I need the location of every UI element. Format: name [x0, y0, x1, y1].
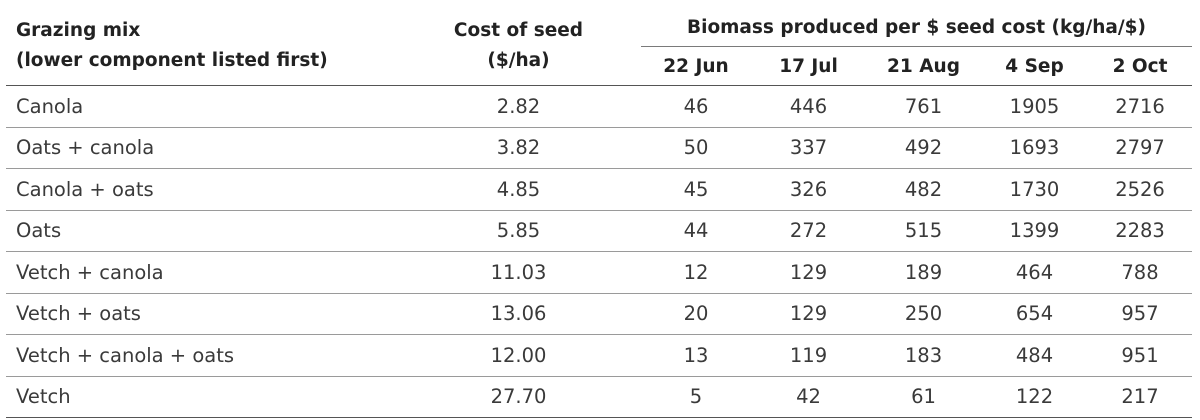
value-cell: 129 [751, 251, 866, 294]
cost-cell: 12.00 [396, 334, 641, 377]
value-cell: 20 [641, 293, 751, 335]
value-cell: 654 [981, 293, 1088, 335]
cost-cell: 4.85 [396, 168, 641, 211]
value-cell: 2283 [1088, 210, 1193, 252]
mix-cell: Vetch + oats [6, 293, 396, 335]
value-cell: 2716 [1088, 85, 1193, 128]
cost-header-line1: Cost of seed [453, 20, 584, 41]
value-cell: 46 [641, 85, 751, 128]
value-cell: 2797 [1088, 127, 1193, 169]
mix-cell: Vetch [6, 376, 396, 418]
header-row-dates: 22 Jun 17 Jul 21 Aug 4 Sep 2 Oct [6, 46, 1193, 86]
value-cell: 492 [866, 127, 981, 169]
value-cell: 337 [751, 127, 866, 169]
grazing-mix-header-line2: (lower component listed first) [16, 50, 328, 71]
value-cell: 129 [751, 293, 866, 335]
value-cell: 482 [866, 168, 981, 211]
value-cell: 183 [866, 334, 981, 377]
cost-cell: 27.70 [396, 376, 641, 418]
table-row: Vetch 27.70 5 42 61 122 217 [6, 376, 1193, 418]
date-header: 22 Jun [641, 46, 751, 86]
value-cell: 5 [641, 376, 751, 418]
table-header: Grazing mix (lower component listed firs… [6, 6, 1193, 86]
value-cell: 761 [866, 85, 981, 128]
cost-cell: 3.82 [396, 127, 641, 169]
header-row-top: Grazing mix (lower component listed firs… [6, 6, 1193, 86]
value-cell: 446 [751, 85, 866, 128]
value-cell: 45 [641, 168, 751, 211]
date-header: 2 Oct [1088, 46, 1193, 86]
value-cell: 326 [751, 168, 866, 211]
mix-cell: Vetch + canola [6, 251, 396, 294]
value-cell: 50 [641, 127, 751, 169]
biomass-group-header: Biomass produced per $ seed cost (kg/ha/… [641, 6, 1193, 47]
value-cell: 42 [751, 376, 866, 418]
value-cell: 951 [1088, 334, 1193, 377]
value-cell: 1730 [981, 168, 1088, 211]
mix-cell: Oats + canola [6, 127, 396, 169]
table-body: Canola 2.82 46 446 761 1905 2716 Oats + … [6, 85, 1193, 418]
value-cell: 1693 [981, 127, 1088, 169]
value-cell: 957 [1088, 293, 1193, 335]
table-row: Oats + canola 3.82 50 337 492 1693 2797 [6, 127, 1193, 169]
value-cell: 217 [1088, 376, 1193, 418]
value-cell: 122 [981, 376, 1088, 418]
value-cell: 189 [866, 251, 981, 294]
cost-cell: 13.06 [396, 293, 641, 335]
value-cell: 272 [751, 210, 866, 252]
grazing-mix-header: Grazing mix (lower component listed firs… [6, 6, 396, 86]
table-row: Vetch + oats 13.06 20 129 250 654 957 [6, 293, 1193, 335]
cost-cell: 11.03 [396, 251, 641, 294]
value-cell: 1399 [981, 210, 1088, 252]
value-cell: 515 [866, 210, 981, 252]
table-row: Vetch + canola + oats 12.00 13 119 183 4… [6, 334, 1193, 377]
cost-of-seed-header: Cost of seed ($/ha) [396, 6, 641, 86]
table-row: Canola 2.82 46 446 761 1905 2716 [6, 85, 1193, 128]
table-row: Canola + oats 4.85 45 326 482 1730 2526 [6, 168, 1193, 211]
date-header: 17 Jul [751, 46, 866, 86]
value-cell: 484 [981, 334, 1088, 377]
value-cell: 788 [1088, 251, 1193, 294]
value-cell: 2526 [1088, 168, 1193, 211]
value-cell: 464 [981, 251, 1088, 294]
grazing-mix-header-line1: Grazing mix [16, 20, 141, 41]
biomass-table: Grazing mix (lower component listed firs… [6, 6, 1193, 418]
table-row: Vetch + canola 11.03 12 129 189 464 788 [6, 251, 1193, 294]
value-cell: 250 [866, 293, 981, 335]
value-cell: 12 [641, 251, 751, 294]
mix-cell: Canola + oats [6, 168, 396, 211]
cost-header-line2: ($/ha) [487, 50, 550, 71]
mix-cell: Canola [6, 85, 396, 128]
date-header: 4 Sep [981, 46, 1088, 86]
table-row: Oats 5.85 44 272 515 1399 2283 [6, 210, 1193, 252]
value-cell: 61 [866, 376, 981, 418]
cost-cell: 2.82 [396, 85, 641, 128]
value-cell: 119 [751, 334, 866, 377]
value-cell: 1905 [981, 85, 1088, 128]
cost-cell: 5.85 [396, 210, 641, 252]
value-cell: 13 [641, 334, 751, 377]
date-header: 21 Aug [866, 46, 981, 86]
mix-cell: Vetch + canola + oats [6, 334, 396, 377]
value-cell: 44 [641, 210, 751, 252]
mix-cell: Oats [6, 210, 396, 252]
